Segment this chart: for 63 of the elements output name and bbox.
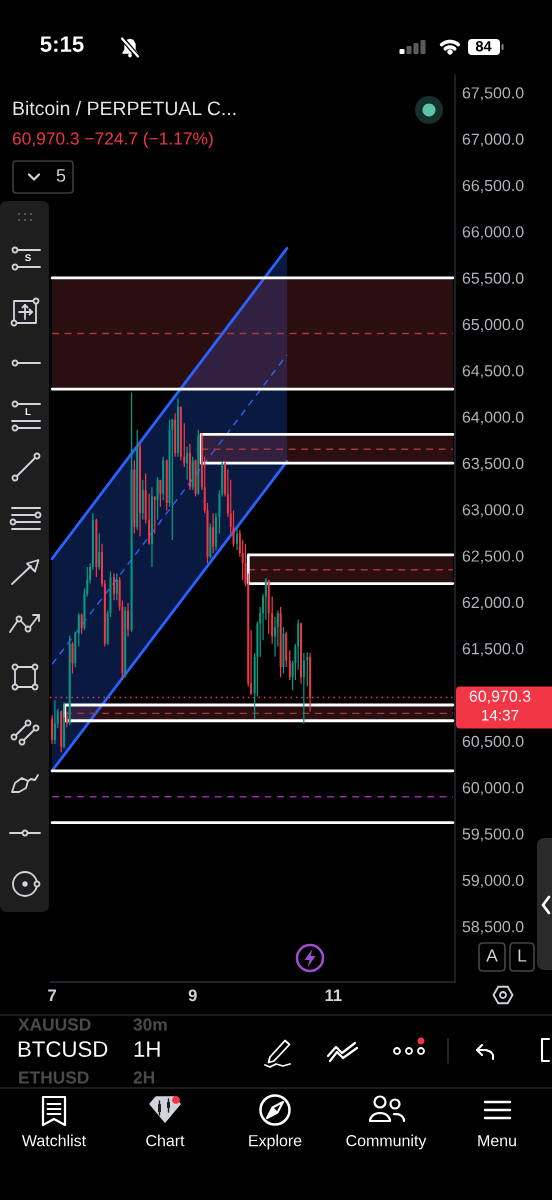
y-tick-label: 58,500.0 [462, 921, 524, 935]
y-tick-label: 62,500.0 [462, 550, 524, 564]
text: S [25, 254, 31, 262]
x-tick-label: 7 [48, 989, 57, 1002]
candlestick [171, 418, 174, 541]
y-tick-label: 61,500.0 [462, 643, 524, 657]
candlestick [127, 602, 130, 638]
text: ETHUSD [19, 1071, 89, 1084]
candlestick [186, 445, 189, 481]
text: BTCUSD [18, 1041, 108, 1057]
candlestick [95, 518, 98, 578]
annotation: 5 [56, 169, 66, 182]
candlestick [302, 652, 305, 725]
candlestick [98, 532, 101, 571]
y-tick-label: 60,500.0 [462, 735, 524, 749]
text: 84 [475, 41, 492, 52]
y-tick-label: 65,500.0 [462, 272, 524, 286]
y-tick-label: 64,000.0 [462, 411, 524, 425]
text: Explore [249, 1134, 302, 1150]
y-tick-label: 67,000.0 [462, 133, 524, 147]
text: 60,970.3 −724.7 (−1.17%) [12, 131, 213, 149]
text: 30m [133, 1018, 167, 1031]
text: XAUUSD [18, 1018, 91, 1031]
text: L [518, 949, 527, 962]
text: Community [346, 1134, 427, 1150]
text: Chart [146, 1134, 185, 1147]
y-tick-label: 66,000.0 [462, 226, 524, 240]
y-tick-label: 66,500.0 [462, 179, 524, 194]
x-tick-label: 9 [188, 989, 197, 1002]
candlestick [65, 710, 68, 728]
candlestick [53, 699, 56, 745]
text: 2H [133, 1071, 155, 1084]
text: 14:37 [482, 709, 519, 721]
y-tick-label: 64,500.0 [462, 365, 524, 379]
ref-line-label: 60,970.3 [469, 690, 531, 704]
text: L [25, 408, 31, 416]
candlestick [77, 612, 80, 648]
text: A [486, 949, 498, 962]
text: 1H [134, 1041, 160, 1057]
candlestick [156, 476, 159, 521]
text: Bitcoin / PERPETUAL C... [13, 100, 236, 116]
candlestick [139, 443, 141, 537]
candlestick [159, 479, 162, 508]
candlestick [141, 479, 144, 521]
text: Menu [478, 1135, 516, 1147]
text: Watchlist [21, 1134, 86, 1147]
y-tick-label: 65,000.0 [462, 318, 524, 333]
y-tick-label: 59,000.0 [462, 874, 524, 888]
y-tick-label: 62,000.0 [462, 596, 524, 610]
candlestick [300, 621, 302, 685]
text: 5:15 [40, 36, 84, 52]
y-tick-label: 63,000.0 [462, 504, 524, 518]
y-tick-label: 67,500.0 [462, 87, 524, 101]
candlestick [183, 422, 186, 468]
x-tick-label: 11 [325, 989, 342, 1002]
y-tick-label: 59,500.0 [462, 828, 524, 842]
candlestick [288, 649, 291, 681]
candlestick [236, 526, 239, 551]
candlestick [306, 651, 309, 688]
y-tick-label: 60,000.0 [462, 782, 524, 796]
candlestick [113, 572, 115, 601]
y-tick-label: 63,500.0 [462, 457, 524, 472]
candlestick [80, 612, 83, 635]
